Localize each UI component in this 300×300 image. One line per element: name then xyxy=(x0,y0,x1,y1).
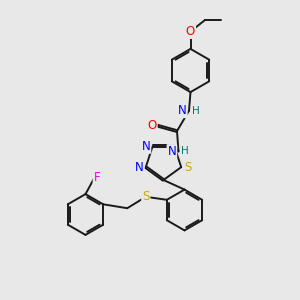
Text: F: F xyxy=(94,171,100,184)
Text: N: N xyxy=(167,145,176,158)
Text: O: O xyxy=(148,119,157,132)
Text: N: N xyxy=(142,140,150,153)
Text: H: H xyxy=(181,146,189,157)
Text: N: N xyxy=(135,160,144,174)
Text: S: S xyxy=(142,190,149,203)
Text: O: O xyxy=(186,25,195,38)
Text: H: H xyxy=(192,106,200,116)
Text: N: N xyxy=(178,104,187,117)
Text: S: S xyxy=(184,160,191,174)
